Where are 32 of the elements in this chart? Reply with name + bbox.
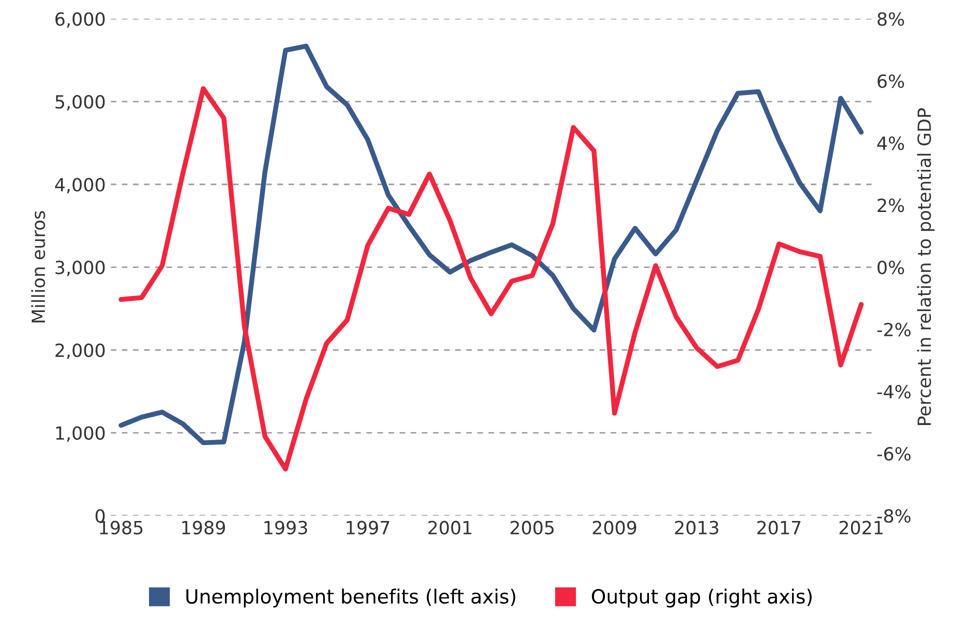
x-tick-label: 2021 [840,520,883,534]
y-tick-label: 3,000 [56,260,105,276]
x-tick-label: 2001 [428,520,472,534]
y2-tick-label: 6% [878,74,904,88]
y-tick-label: 4,000 [55,178,105,194]
y2-tick-label: 0% [878,260,904,274]
x-tick-label: 2017 [757,520,800,534]
x-tick-label: 2005 [510,520,554,534]
y-axis-title: Million euros [31,211,46,322]
line-series [118,86,864,472]
y-tick-label: 0 [96,509,105,523]
y-tick-label: 2,000 [56,343,105,359]
x-tick-label: 1989 [182,520,225,534]
x-tick-label: 1997 [346,520,390,534]
x-tick-label: 1993 [264,520,308,534]
y2-tick-label: 8% [878,12,904,26]
legend-label: Unemployment benefits (left axis) [186,588,516,608]
y2-tick-label: 4% [877,136,904,150]
y2-tick-label: -6% [877,446,911,461]
line-series [118,44,864,446]
y2-axis-title: Percent in relation to potential GDP [917,108,935,425]
y2-tick-label: 2% [878,198,904,212]
y2-tick-label: -2% [877,322,911,336]
legend-label: Output gap (right axis) [592,588,812,608]
y2-tick-label: -4% [877,384,911,399]
y-tick-label: 1,000 [56,426,105,442]
x-tick-label: 2009 [592,520,636,534]
y-tick-label: 6,000 [55,12,105,28]
y-tick-label: 5,000 [56,95,105,111]
x-tick-label: 2013 [675,520,718,534]
y2-tick-label: -8% [877,509,911,523]
x-tick-label: 1985 [100,520,142,534]
